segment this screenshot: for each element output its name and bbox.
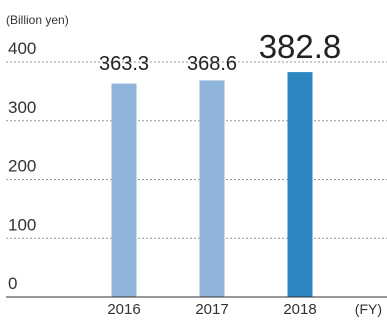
bar-2016 <box>111 83 137 297</box>
data-labels: 363.3 368.6 382.8 <box>99 28 341 75</box>
x-tick-label: 2018 <box>283 301 316 318</box>
data-label-2017: 368.6 <box>187 53 237 75</box>
bar-2018 <box>287 72 313 297</box>
data-label-2018: 382.8 <box>259 28 342 65</box>
y-tick-label: 100 <box>8 215 36 234</box>
data-label-2016: 363.3 <box>99 53 149 75</box>
y-tick-label: 200 <box>8 157 36 176</box>
y-tick-label: 400 <box>8 39 36 58</box>
y-tick-label: 300 <box>8 98 36 117</box>
x-axis-unit-label: (FY) <box>355 301 382 317</box>
bar-2017 <box>199 80 225 297</box>
x-tick-label: 2016 <box>107 301 140 318</box>
y-axis-tick-labels: 0 100 200 300 400 <box>8 39 36 293</box>
y-tick-label: 0 <box>8 274 17 293</box>
x-tick-label: 2017 <box>195 301 228 318</box>
x-axis-tick-labels: 2016 2017 2018 <box>107 301 316 318</box>
bars <box>111 72 313 297</box>
y-axis-unit-label: (Billion yen) <box>6 13 69 27</box>
gridlines <box>6 61 387 239</box>
